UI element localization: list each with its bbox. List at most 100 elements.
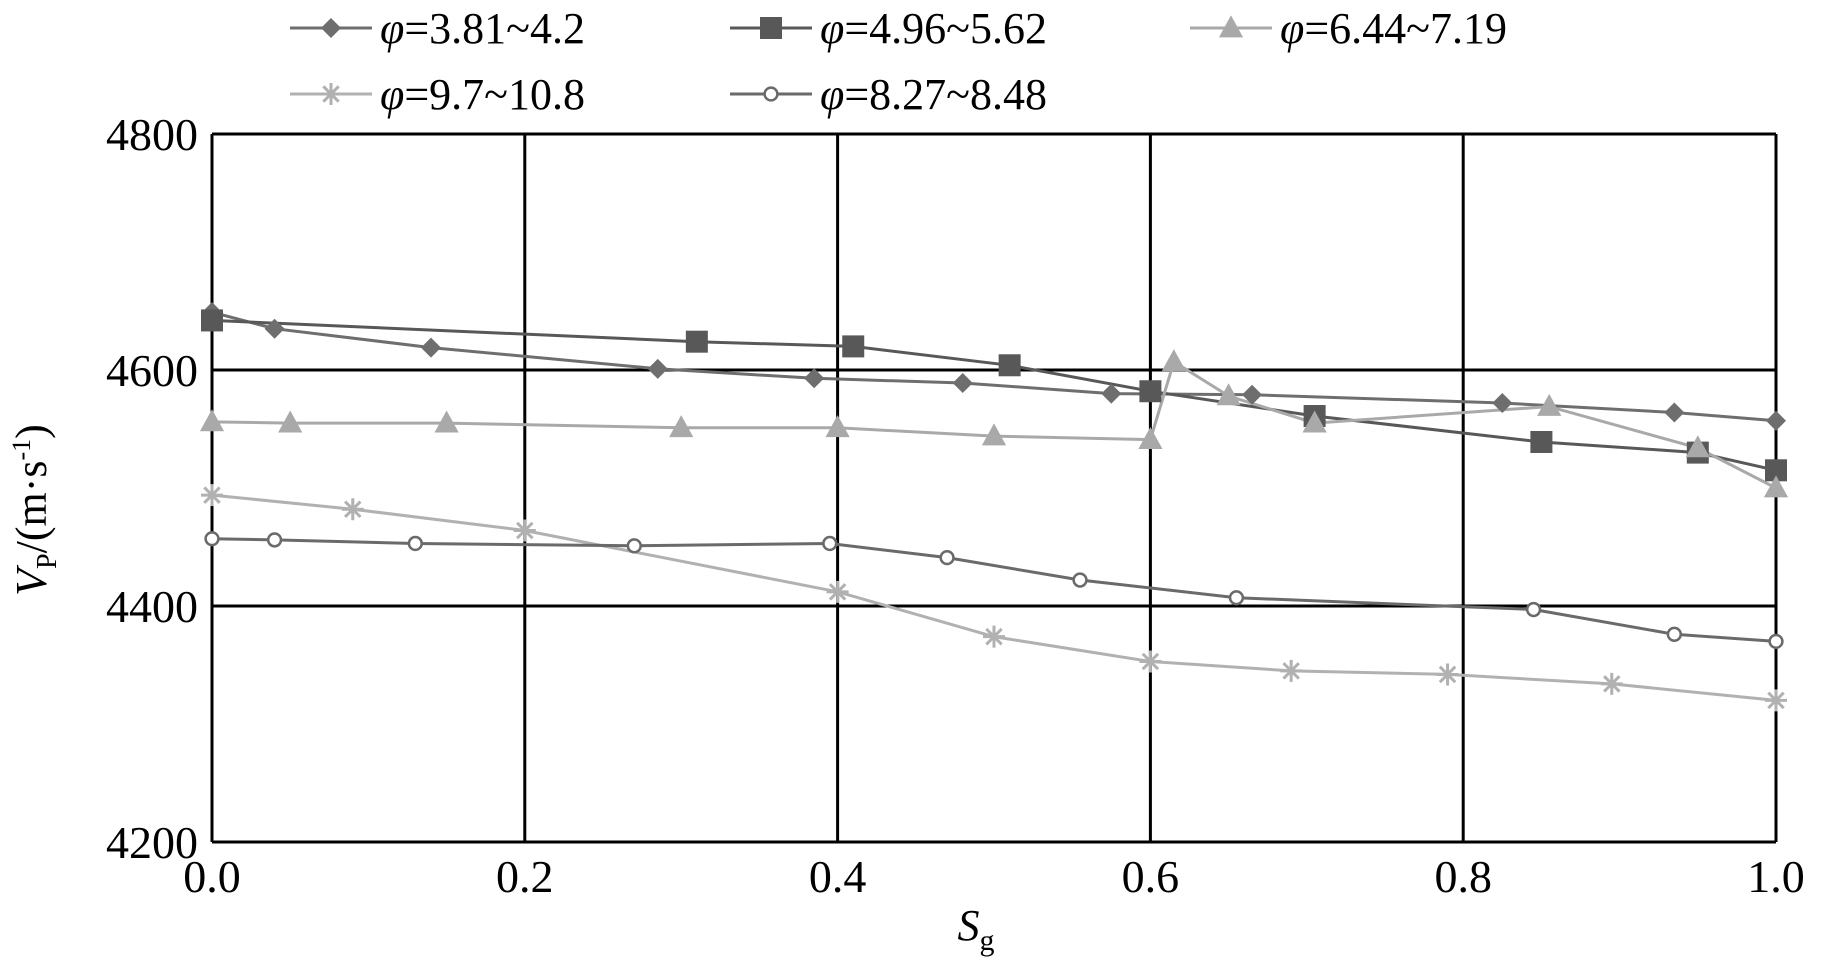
series-1-point-0 [201, 309, 223, 332]
series-1-point-6 [1530, 430, 1553, 453]
y-axis-title-unit: /(m·s [7, 460, 56, 553]
series-4-point-5 [939, 549, 955, 566]
legend-symbol-1: φ [820, 4, 844, 53]
series-0-point-6 [1101, 383, 1122, 404]
gridlines [210, 132, 1778, 844]
y-tick-label-3: 4800 [106, 109, 198, 160]
y-axis-title-sup: -1 [7, 439, 36, 461]
series-2-point-12 [1763, 475, 1789, 498]
series-3-point-8 [1600, 672, 1623, 695]
y-axis-title-close: ) [7, 424, 56, 439]
series-0-point-1 [264, 318, 285, 339]
legend-symbol-2: φ [1280, 4, 1304, 53]
legend-label-4: φ=8.27~8.48 [820, 70, 1047, 119]
legend-item-0: φ=3.81~4.2 [290, 4, 585, 53]
series-0-point-5 [952, 372, 973, 393]
series-4-point-7 [1228, 590, 1245, 606]
series-4-point-10 [1768, 633, 1784, 650]
x-tick-label-1: 0.2 [496, 851, 554, 902]
legend-marker-4 [763, 86, 779, 102]
y-axis-title-sub: P [32, 553, 63, 569]
x-tick-label-5: 1.0 [1747, 851, 1805, 902]
y-tick-label-1: 4400 [106, 581, 198, 632]
series-4-point-1 [266, 532, 283, 548]
series-4-point-9 [1666, 626, 1682, 642]
series-4-point-0 [204, 531, 220, 547]
legend: φ=3.81~4.2 φ=4.96~5.62 φ=6.44~7.19φ=9.7~10… [290, 4, 1507, 119]
series-1-point-3 [998, 354, 1021, 377]
series-2-point-10 [1537, 393, 1562, 416]
series-0-point-7 [1242, 384, 1263, 405]
series-3-point-5 [1139, 650, 1162, 673]
legend-symbol-0: φ [380, 4, 404, 53]
legend-range-4: =8.27~8.48 [844, 70, 1047, 119]
legend-marker-0 [321, 18, 341, 38]
x-tick-label-2: 0.4 [809, 851, 867, 902]
series-1-point-4 [1139, 380, 1162, 403]
legend-range-0: =3.81~4.2 [404, 4, 585, 53]
series-4-point-3 [626, 538, 642, 554]
legend-range-2: =6.44~7.19 [1304, 4, 1507, 53]
legend-item-2: φ=6.44~7.19 [1190, 4, 1507, 53]
legend-label-1: φ=4.96~5.62 [820, 4, 1047, 53]
series-0-point-4 [804, 368, 825, 389]
series-3-point-7 [1436, 663, 1459, 686]
series-4-point-4 [822, 535, 838, 552]
legend-range-1: =4.96~5.62 [844, 4, 1047, 53]
series-0-point-8 [1492, 393, 1513, 414]
y-tick-label-2: 4600 [106, 345, 198, 396]
legend-marker-1 [760, 17, 782, 39]
series-0-point-9 [1664, 402, 1685, 423]
series-3-point-9 [1765, 689, 1787, 712]
legend-item-1: φ=4.96~5.62 [730, 4, 1047, 53]
legend-label-3: φ=9.7~10.8 [380, 70, 585, 119]
y-axis-title: VP/(m·s-1) [7, 424, 63, 596]
series-1-point-2 [842, 335, 865, 358]
x-axis-title-sub: g [980, 924, 995, 957]
legend-label-0: φ=3.81~4.2 [380, 4, 585, 53]
series-2-point-9 [1302, 410, 1327, 433]
series-1-point-1 [685, 330, 708, 353]
series-2-point-8 [1216, 383, 1241, 406]
legend-item-4: φ=8.27~8.48 [730, 70, 1047, 119]
series-0-point-2 [420, 337, 441, 358]
x-tick-label-0: 0.0 [183, 851, 241, 902]
x-axis-title-main: S [958, 901, 980, 950]
series-3-point-4 [983, 625, 1005, 648]
legend-label-2: φ=6.44~7.19 [1280, 4, 1507, 53]
series-4-point-2 [407, 535, 423, 552]
x-axis-title: Sg [958, 901, 995, 957]
series-0-point-10 [1766, 410, 1786, 431]
series-2-point-7 [1161, 349, 1186, 372]
series-1-point-8 [1765, 459, 1787, 482]
series-0-point-3 [647, 358, 668, 379]
series-3-point-6 [1280, 659, 1303, 682]
legend-symbol-4: φ [820, 70, 844, 119]
series-3-point-0 [201, 484, 223, 507]
legend-marker-3 [320, 83, 342, 105]
x-tick-label-3: 0.6 [1122, 851, 1180, 902]
y-tick-label-0: 4200 [106, 817, 198, 868]
series-2-point-11 [1685, 435, 1710, 458]
series-2-point-0 [199, 409, 225, 432]
series-3-point-2 [513, 519, 536, 542]
series-2-point-2 [434, 410, 459, 433]
legend-marker-2 [1218, 15, 1244, 38]
series-2-point-4 [825, 415, 850, 438]
x-tick-label-4: 0.8 [1434, 851, 1492, 902]
legend-item-3: φ=9.7~10.8 [290, 70, 585, 119]
series-2-point-5 [981, 423, 1007, 446]
legend-symbol-3: φ [380, 70, 404, 119]
series-4-point-8 [1525, 601, 1542, 618]
series-line-0 [211, 310, 1777, 423]
series-2-point-6 [1138, 426, 1163, 449]
series-3-point-3 [826, 580, 849, 603]
tick-labels: 0.0 0.2 0.4 0.6 0.8 1.0 4200 4400 4600 4800 [106, 109, 1805, 902]
series-markers [199, 302, 1789, 712]
legend-range-3: =9.7~10.8 [404, 70, 585, 119]
series-2-point-3 [669, 415, 694, 438]
series-3-point-1 [341, 498, 364, 521]
series-2-point-1 [278, 410, 303, 433]
